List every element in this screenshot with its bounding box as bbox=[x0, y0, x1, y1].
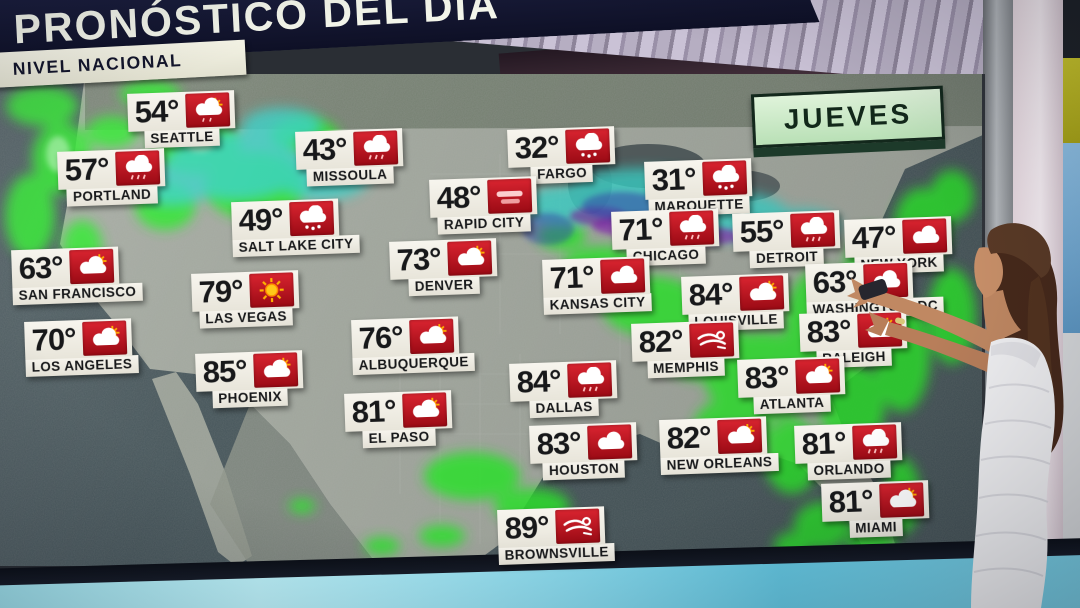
weather-presenter bbox=[847, 223, 1064, 608]
panel-dark-section bbox=[1063, 0, 1080, 58]
day-of-week-sign: JUEVES bbox=[750, 85, 946, 149]
panel-blue-section bbox=[1063, 143, 1080, 333]
panel-yellow-section bbox=[1063, 58, 1080, 143]
day-label: JUEVES bbox=[783, 98, 913, 135]
studio-side-panel bbox=[1063, 0, 1080, 608]
